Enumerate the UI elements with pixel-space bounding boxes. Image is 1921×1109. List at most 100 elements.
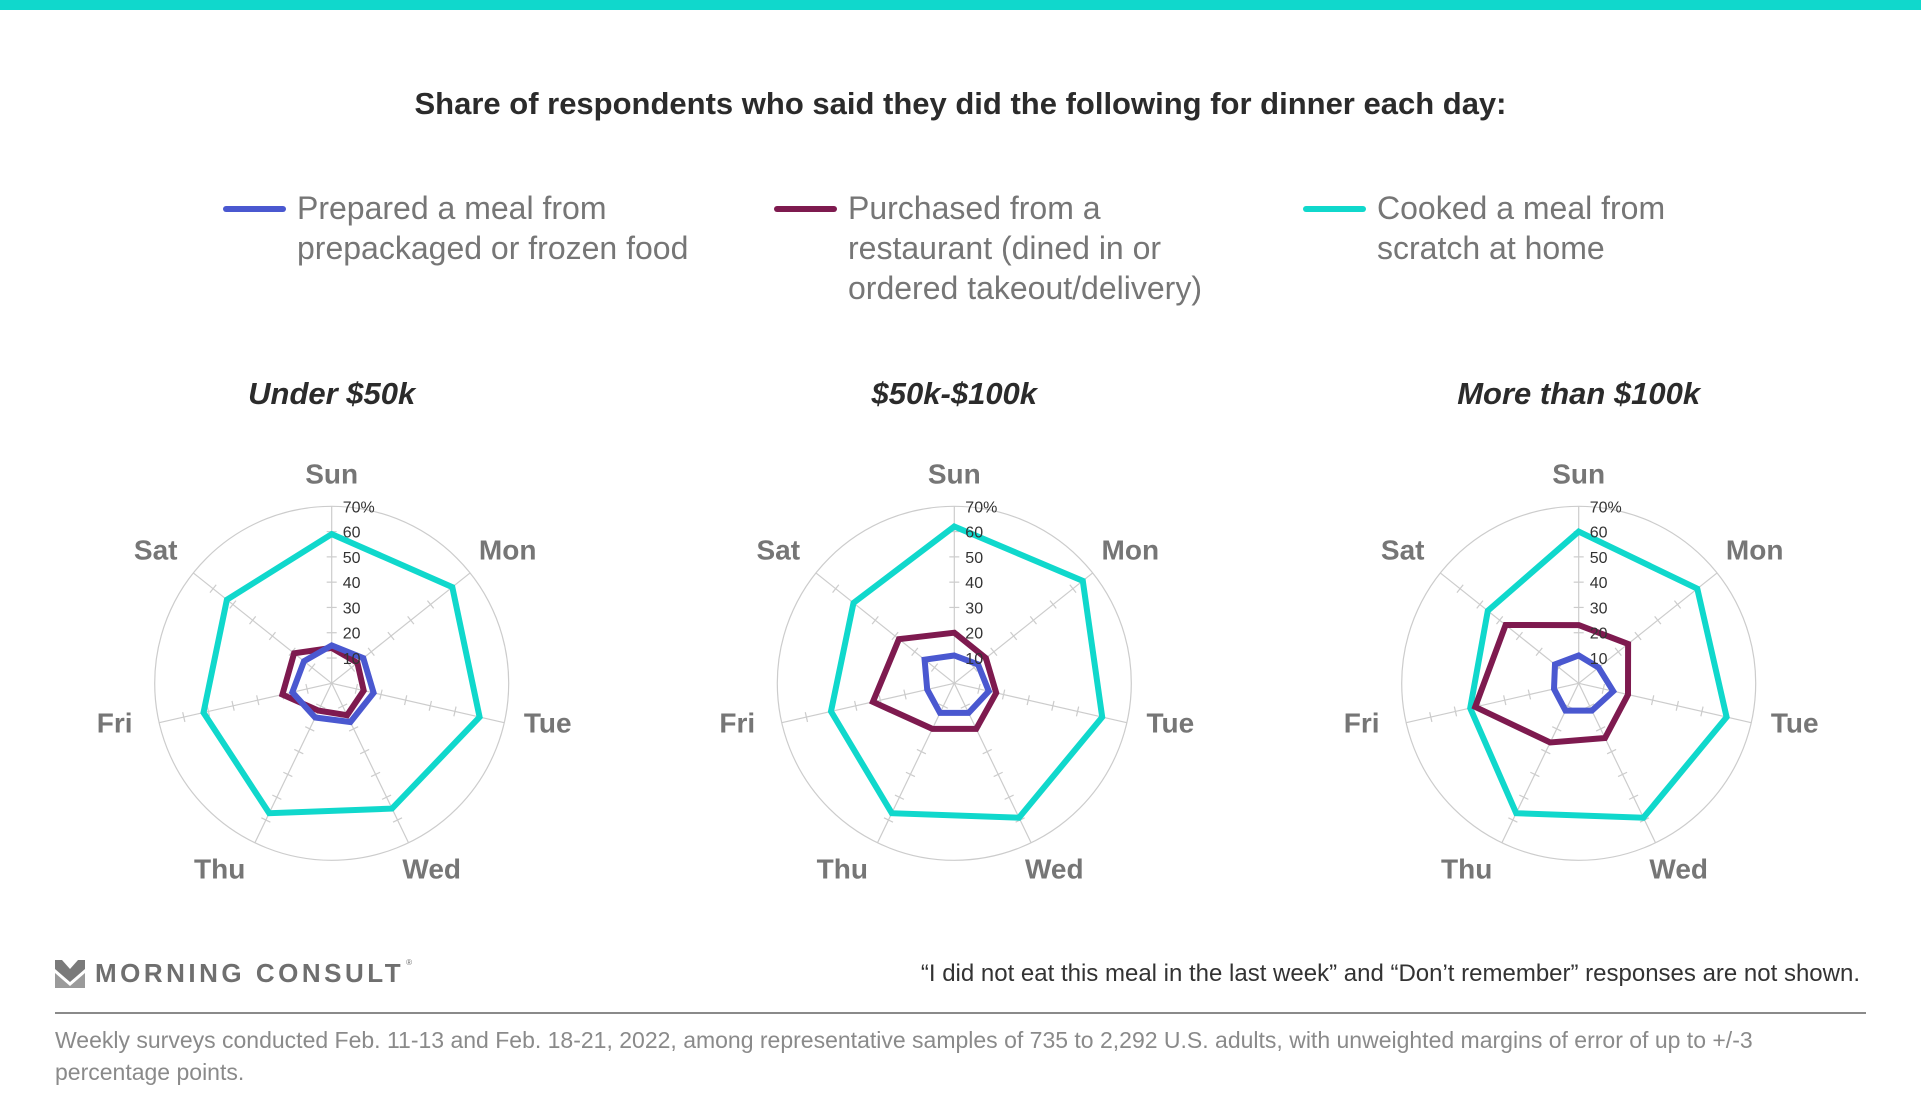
chart-title: More than $100k	[1457, 376, 1702, 411]
axis-tick	[938, 703, 949, 709]
r-tick-label: 40	[965, 575, 983, 592]
chart-headline: Share of respondents who said they did t…	[414, 86, 1507, 121]
day-label-sun: Sun	[1552, 458, 1605, 489]
chart-title: Under $50k	[248, 376, 417, 411]
logo-wordmark: MORNING CONSULT	[95, 958, 405, 988]
axis-tick	[1004, 794, 1014, 800]
axis-tick	[1700, 706, 1704, 717]
legend-swatch-scratch	[1303, 206, 1366, 212]
axis-tick	[1541, 748, 1551, 755]
day-label-thu: Thu	[194, 853, 245, 884]
axis-spoke-tue	[954, 682, 1127, 724]
axis-tick	[308, 663, 316, 672]
series-polygon-1	[869, 629, 1000, 732]
axis-tick	[348, 726, 359, 732]
axis-tick	[911, 647, 919, 657]
axis-tick	[977, 683, 981, 694]
axis-tick	[359, 748, 370, 755]
axis-tick	[871, 615, 879, 625]
axis-tick	[209, 584, 217, 593]
axis-tick	[1527, 689, 1532, 700]
axis-tick	[883, 817, 894, 823]
axis-spoke-thu	[1501, 683, 1580, 844]
axis-spoke-fri	[159, 682, 332, 724]
day-label-tue: Tue	[1146, 707, 1194, 738]
axis-tick	[370, 771, 381, 778]
axis-tick	[249, 615, 257, 625]
axis-tick	[182, 712, 186, 723]
r-tick-label: 60	[1590, 525, 1608, 542]
day-label-tue: Tue	[524, 707, 572, 738]
r-tick-label: 50	[1590, 550, 1608, 567]
axis-tick	[304, 726, 315, 732]
axis-tick	[337, 703, 348, 709]
axis-tick	[1453, 706, 1458, 717]
axis-tick	[367, 647, 375, 657]
series-polygon-2	[288, 642, 377, 726]
axis-tick	[1673, 600, 1682, 609]
day-label-wed: Wed	[1649, 853, 1708, 884]
axis-tick	[853, 700, 858, 711]
axis-tick	[960, 703, 971, 709]
day-label-thu: Thu	[817, 853, 868, 884]
axis-tick	[1519, 794, 1529, 800]
day-label-thu: Thu	[1441, 853, 1492, 884]
axis-tick	[354, 683, 359, 694]
axis-tick	[903, 689, 907, 700]
day-label-sun: Sun	[305, 458, 358, 489]
axis-tick	[1026, 695, 1030, 706]
footer-divider	[55, 1012, 1866, 1014]
axis-tick	[1595, 726, 1606, 732]
axis-tick	[305, 683, 309, 694]
r-tick-label: 50	[965, 550, 983, 567]
axis-tick	[1069, 584, 1077, 593]
r-tick-label: 70%	[965, 499, 997, 516]
axis-tick	[1496, 615, 1504, 625]
series-polygon-1	[278, 644, 367, 719]
axis-tick	[990, 647, 998, 657]
r-tick-label: 40	[343, 575, 361, 592]
r-tick-label: 30	[343, 600, 361, 617]
chart-title: $50k-$100k	[871, 376, 1039, 411]
axis-tick	[1606, 748, 1617, 755]
axis-tick	[453, 706, 457, 717]
axis-spoke-wed	[331, 683, 410, 844]
axis-tick	[387, 631, 395, 641]
axis-spoke-tue	[1578, 682, 1752, 724]
day-label-sat: Sat	[757, 534, 801, 565]
axis-spoke-thu	[254, 683, 333, 844]
legend-label-restaurant: Purchased from a restaurant (dined in or…	[848, 190, 1202, 306]
r-tick-label: 10	[343, 651, 361, 668]
axis-tick	[381, 794, 392, 800]
axis-tick	[993, 771, 1003, 778]
axis-tick	[1010, 631, 1018, 641]
day-label-mon: Mon	[479, 534, 537, 565]
r-tick-label: 60	[343, 525, 361, 542]
r-tick-label: 20	[343, 626, 361, 643]
r-tick-label: 70%	[343, 499, 375, 516]
axis-tick	[930, 663, 939, 672]
axis-tick	[231, 700, 235, 711]
r-tick-label: 60	[965, 525, 983, 542]
r-tick-label: 10	[1590, 651, 1608, 668]
axis-tick	[1029, 615, 1037, 625]
axis-tick	[1617, 771, 1628, 778]
axis-tick	[1075, 706, 1080, 717]
axis-tick	[804, 712, 809, 723]
axis-tick	[261, 817, 271, 823]
methodology-note: Weekly surveys conducted Feb. 11-13 and …	[55, 1027, 1753, 1085]
series-polygon-0	[200, 530, 483, 817]
axis-tick	[294, 748, 304, 755]
series-polygon-0	[1467, 528, 1730, 821]
axis-tick	[392, 817, 403, 823]
axis-tick	[1049, 600, 1057, 609]
axis-tick	[407, 615, 415, 625]
axis-tick	[229, 600, 237, 609]
legend-item-scratch: Cooked a meal from scratch at home	[1303, 188, 1665, 268]
legend-item-restaurant: Purchased from a restaurant (dined in or…	[774, 188, 1202, 308]
radar-chart-0: Under $50k 10 20 30 40 50 60 70% Sun Mon Tue Wed Thu…	[97, 376, 572, 884]
axis-tick	[379, 689, 383, 700]
legend-label-scratch: Cooked a meal from scratch at home	[1377, 190, 1666, 266]
r-tick-label: 30	[1590, 600, 1608, 617]
